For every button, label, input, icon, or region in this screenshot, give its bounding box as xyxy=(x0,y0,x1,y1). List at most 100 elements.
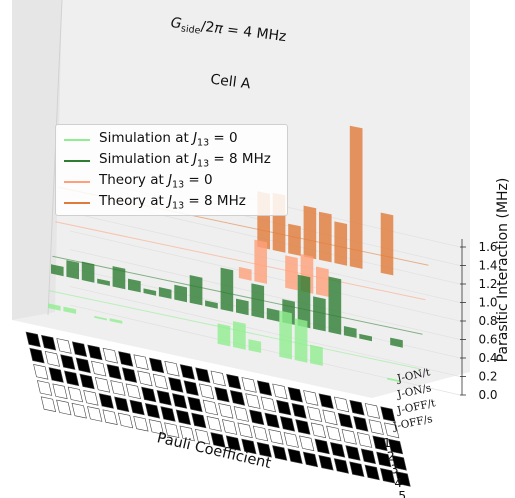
bar xyxy=(285,255,298,291)
pauli-cell xyxy=(195,367,211,383)
pauli-cell xyxy=(372,435,388,452)
pauli-cell xyxy=(129,399,145,416)
pauli-cell xyxy=(210,432,226,448)
legend: Simulation at J13 = 0 Simulation at J13 =… xyxy=(55,124,288,216)
bar xyxy=(189,275,203,306)
pauli-cell xyxy=(357,432,373,448)
row-line xyxy=(55,221,426,301)
pauli-cell xyxy=(152,373,168,390)
pauli-cell xyxy=(164,422,180,438)
chart-subtitle: Cell A xyxy=(210,72,252,93)
bar xyxy=(112,266,126,290)
bar xyxy=(316,266,329,297)
bar xyxy=(174,284,187,303)
pauli-cell xyxy=(276,399,292,416)
z-tick-label: 0.6 xyxy=(478,333,497,347)
pauli-cell xyxy=(307,406,323,422)
pauli-cell xyxy=(334,396,350,413)
pauli-cell xyxy=(337,412,353,429)
pauli-cell xyxy=(353,416,369,432)
pauli-cell xyxy=(133,354,149,370)
pauli-cell xyxy=(33,364,49,380)
legend-item: Simulation at J13 = 0 xyxy=(64,129,287,150)
pauli-cell xyxy=(368,419,384,435)
pauli-cell xyxy=(137,370,153,387)
pauli-cell xyxy=(64,370,80,387)
pauli-cell xyxy=(330,442,346,458)
bar xyxy=(128,278,141,293)
bar xyxy=(319,211,332,263)
pauli-cell xyxy=(225,435,241,451)
bar xyxy=(349,125,363,269)
bar xyxy=(158,287,172,299)
pauli-cell xyxy=(71,341,88,357)
pauli-cell xyxy=(210,370,226,387)
bar xyxy=(303,205,317,260)
z-tick-label: 1.0 xyxy=(478,296,497,310)
pauli-cell xyxy=(41,334,57,351)
bar xyxy=(143,288,157,296)
pauli-cell xyxy=(318,393,334,409)
pauli-cell xyxy=(349,461,365,477)
bar xyxy=(63,306,77,314)
bar xyxy=(359,333,372,342)
bar xyxy=(390,337,403,348)
pauli-cell xyxy=(287,386,303,403)
pauli-cell xyxy=(83,390,99,406)
pauli-cell xyxy=(40,396,56,412)
bar xyxy=(205,300,218,309)
z-tick-label: 1.2 xyxy=(478,277,497,291)
pauli-cell xyxy=(195,428,211,445)
legend-item: Simulation at J13 = 8 MHz xyxy=(64,150,287,171)
z-tick-label: 1.6 xyxy=(478,240,497,254)
legend-label: Theory at J13 = 0 xyxy=(99,172,213,191)
pauli-cell xyxy=(264,412,280,429)
pauli-cell xyxy=(87,406,103,422)
pauli-cell xyxy=(149,357,165,374)
pauli-cell xyxy=(380,406,396,422)
bar xyxy=(266,307,280,322)
bar xyxy=(97,278,110,286)
pauli-cell xyxy=(148,419,164,435)
pauli-cell xyxy=(283,432,299,448)
bar xyxy=(81,261,95,283)
pauli-cell xyxy=(179,364,195,380)
pauli-cell xyxy=(333,458,349,474)
pauli-grid xyxy=(25,331,411,487)
pauli-cell xyxy=(91,360,107,377)
bar xyxy=(294,318,308,363)
legend-item: Theory at J13 = 0 xyxy=(64,171,287,192)
legend-swatch xyxy=(64,138,90,141)
pauli-cell xyxy=(98,393,114,409)
pauli-cell xyxy=(199,383,215,400)
bar xyxy=(48,303,61,311)
pauli-cell xyxy=(60,354,76,370)
pauli-cell xyxy=(121,367,138,383)
pauli-cell xyxy=(25,331,41,348)
pauli-cell xyxy=(318,454,334,471)
pauli-cell xyxy=(310,422,326,439)
pauli-cell xyxy=(268,429,284,445)
pauli-cell xyxy=(360,448,376,465)
pauli-cell xyxy=(102,347,118,364)
pauli-cell xyxy=(341,429,357,445)
pauli-cell xyxy=(187,396,203,413)
legend-label: Theory at J13 = 8 MHz xyxy=(99,193,246,212)
pane-left xyxy=(12,0,62,320)
z-tick-label: 0.8 xyxy=(478,314,497,328)
legend-label: Simulation at J13 = 0 xyxy=(99,130,238,149)
bar xyxy=(279,310,292,360)
pauli-cell xyxy=(295,419,311,435)
bar xyxy=(380,212,394,276)
pauli-cell xyxy=(376,451,392,468)
qubit-label: 4 xyxy=(394,475,402,490)
pauli-cell xyxy=(322,409,338,426)
pauli-cell xyxy=(168,377,184,393)
pauli-cell xyxy=(56,338,72,354)
pauli-cell xyxy=(252,425,269,442)
qubit-label: 2 xyxy=(387,448,395,463)
pauli-cell xyxy=(364,464,380,481)
pauli-cell xyxy=(395,471,411,487)
pauli-cell xyxy=(52,383,68,400)
pauli-cell xyxy=(141,386,157,403)
